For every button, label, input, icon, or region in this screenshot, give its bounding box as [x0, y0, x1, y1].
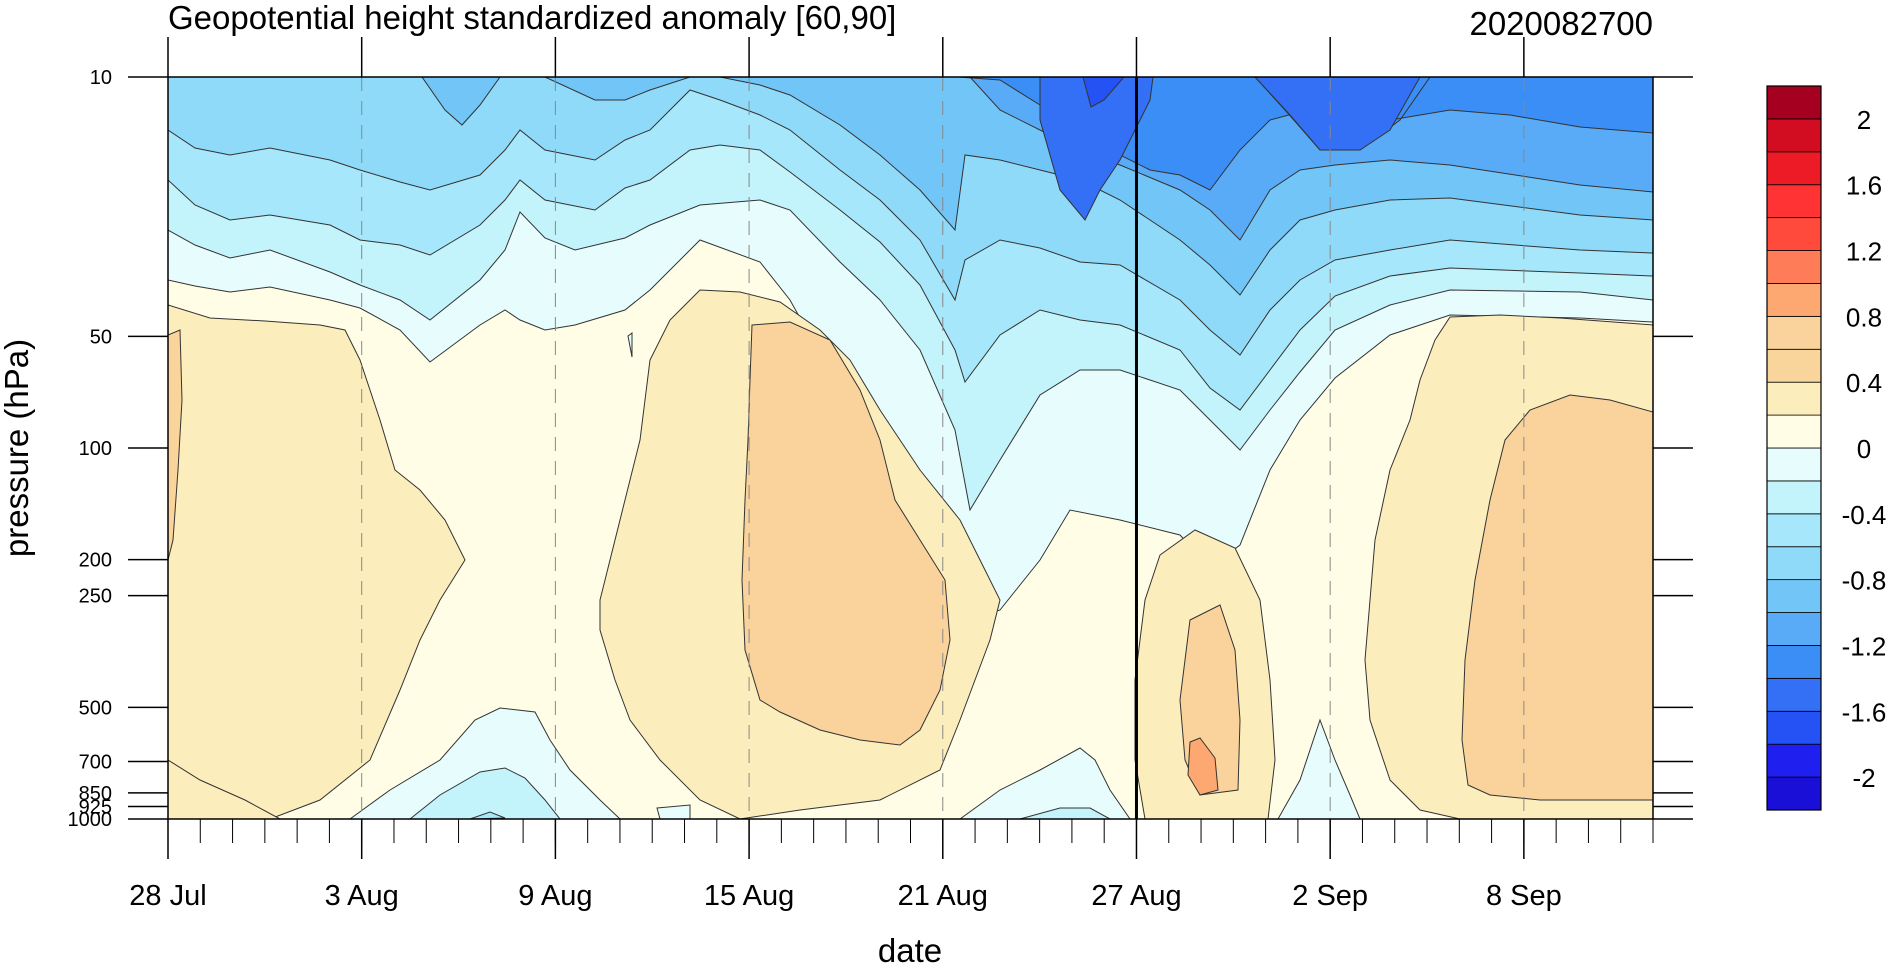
chart-date-stamp: 2020082700	[1469, 5, 1653, 42]
x-tick-label: 2 Sep	[1292, 880, 1368, 912]
contour-band-pos-0.4-left	[168, 304, 466, 819]
colorbar: -2 -1.6 -1.2 -0.8 -0.4 0 0.4 0.8 1.2 1.6 2	[1766, 85, 1887, 811]
contour-band-pos-0.6-center	[741, 321, 951, 746]
x-tick-label: 28 Jul	[129, 880, 206, 912]
colorbar-swatch	[1766, 776, 1822, 811]
contour-band-pos-0.6-ne	[1461, 394, 1653, 801]
x-axis-label: date	[878, 932, 942, 969]
colorbar-label: 1.6	[1846, 171, 1882, 201]
colorbar-label: 2	[1857, 105, 1871, 135]
colorbar-label: 0.4	[1846, 368, 1882, 398]
x-tick-label: 27 Aug	[1091, 880, 1181, 912]
x-tick-label: 3 Aug	[325, 880, 399, 912]
contour-band-neg-0.4-lower-center	[1019, 807, 1111, 819]
colorbar-label: -1.6	[1842, 697, 1887, 727]
y-tick-label: 500	[79, 697, 112, 719]
contour-band-neg-1.8	[1082, 77, 1125, 108]
contour-band-pos-0.4-bleft	[168, 759, 281, 819]
colorbar-label: -2	[1852, 763, 1875, 793]
colorbar-swatch	[1766, 513, 1822, 548]
colorbar-label: 0	[1857, 434, 1871, 464]
y-tick-label: 700	[79, 752, 112, 774]
contour-band-neg-0.4-lower-left	[409, 767, 561, 819]
contour-band-neg-0.2-lower-sep	[1277, 718, 1361, 819]
x-tick-label: 9 Aug	[518, 880, 592, 912]
y-tick-label: 50	[90, 326, 112, 348]
colorbar-swatch	[1766, 447, 1822, 482]
x-tick-label: 21 Aug	[898, 880, 988, 912]
colorbar-swatch	[1766, 677, 1822, 712]
contour-band-pos-0.6-left	[168, 329, 183, 561]
colorbar-swatch	[1766, 184, 1822, 219]
colorbar-swatch	[1766, 315, 1822, 350]
x-tick-label: 15 Aug	[704, 880, 794, 912]
colorbar-swatch	[1766, 612, 1822, 646]
x-tick-label: 8 Sep	[1486, 880, 1562, 912]
contour-band-pos-0.8-ew	[1187, 737, 1219, 796]
colorbar-swatch	[1766, 645, 1822, 679]
colorbar-swatch	[1766, 348, 1822, 383]
colorbar-swatch	[1766, 217, 1822, 251]
colorbar-swatch	[1766, 546, 1822, 581]
colorbar-swatch	[1766, 151, 1822, 186]
contour-band-neg-1.0-left	[421, 77, 501, 126]
y-tick-label: 850	[79, 783, 112, 805]
contour-plot-area	[168, 77, 1653, 819]
colorbar-frame	[1766, 85, 1822, 811]
colorbar-swatch	[1766, 710, 1822, 745]
y-tick-label: 1000	[68, 809, 113, 831]
x-axis-ticks: 28 Jul 3 Aug 9 Aug 15 Aug 21 Aug 27 Aug 2 Sep 8…	[129, 37, 1654, 912]
y-tick-label: 100	[79, 438, 112, 460]
colorbar-swatch	[1766, 480, 1822, 515]
y-tick-label: 250	[79, 586, 112, 608]
y-tick-label: 10	[90, 67, 112, 89]
colorbar-label: -1.2	[1842, 631, 1887, 661]
colorbar-swatch	[1766, 283, 1822, 317]
colorbar-swatch	[1766, 579, 1822, 613]
y-tick-label: 925	[79, 796, 112, 818]
colorbar-label: -0.8	[1842, 566, 1887, 596]
contour-band-neg-0.2-isolated	[627, 332, 633, 358]
colorbar-label: 1.2	[1846, 237, 1882, 267]
contour-band-neg-0.2-lower-center	[959, 747, 1131, 819]
contour-band-neg-0.2-lower-left	[349, 707, 621, 819]
colorbar-label: -0.4	[1842, 500, 1887, 530]
colorbar-swatch	[1766, 381, 1822, 416]
y-axis-label: pressure (hPa)	[0, 339, 35, 557]
colorbar-swatch	[1766, 414, 1822, 449]
colorbar-swatch	[1766, 85, 1822, 120]
colorbar-swatch	[1766, 250, 1822, 284]
chart-title: Geopotential height standardized anomaly…	[168, 0, 896, 36]
colorbar-swatch	[1766, 118, 1822, 153]
colorbar-label: 0.8	[1846, 302, 1882, 332]
y-tick-label: 200	[79, 550, 112, 572]
contour-band-neg-0.2-aug10	[656, 804, 691, 819]
colorbar-swatch	[1766, 743, 1822, 778]
